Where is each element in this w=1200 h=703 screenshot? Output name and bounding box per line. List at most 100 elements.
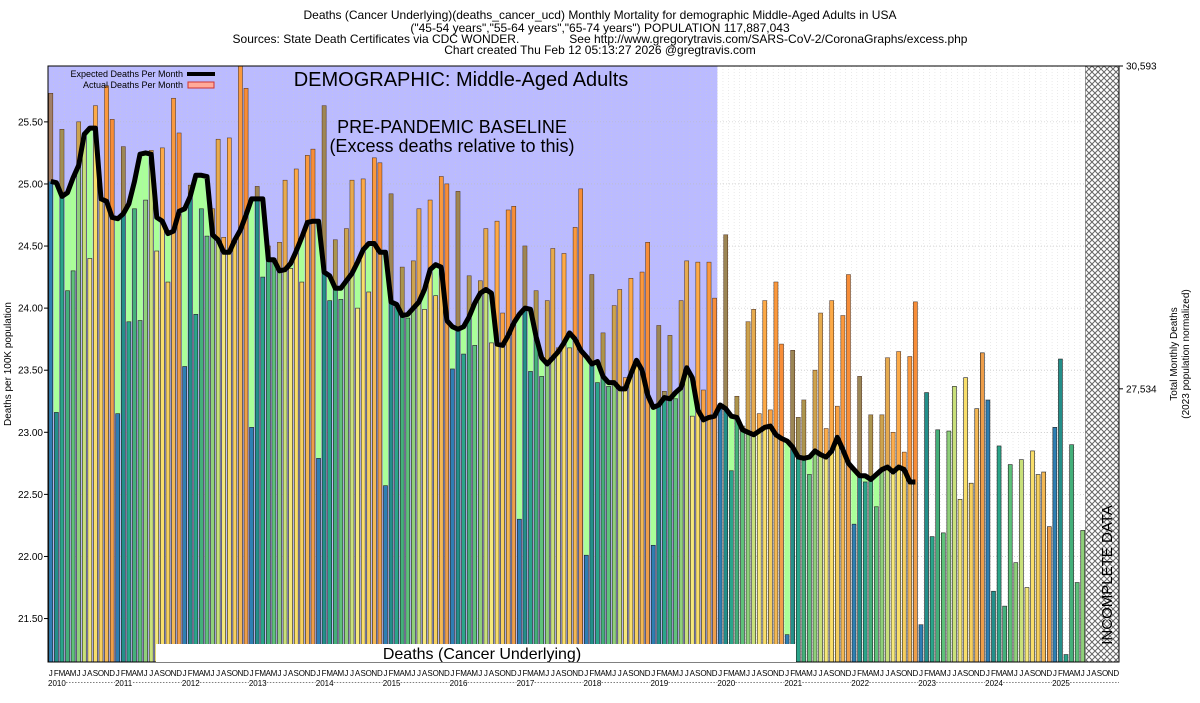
x-month-label: S — [160, 669, 165, 678]
actual-deaths-bar — [606, 386, 611, 662]
chart-title-box — [156, 644, 796, 662]
excess-deaths-segment — [779, 344, 784, 439]
actual-deaths-bar — [210, 208, 215, 662]
actual-deaths-bar — [187, 184, 193, 662]
x-month-label: J — [250, 669, 254, 678]
excess-deaths-segment — [796, 417, 801, 458]
actual-deaths-bar — [1013, 562, 1019, 662]
excess-deaths-segment — [751, 309, 756, 435]
x-month-label: S — [829, 669, 834, 678]
excess-deaths-segment — [628, 278, 633, 374]
x-month-label: S — [628, 669, 633, 678]
actual-deaths-bar — [450, 368, 455, 662]
x-year-label: 2016 — [450, 679, 468, 688]
x-month-label: A — [422, 669, 428, 678]
x-month-label: A — [1002, 669, 1008, 678]
x-year-label: 2018 — [584, 679, 602, 688]
below-expected-segment — [862, 475, 868, 482]
x-year-label: 2020 — [717, 679, 735, 688]
excess-deaths-segment — [305, 155, 310, 223]
below-expected-segment — [488, 293, 495, 343]
actual-deaths-bar — [517, 518, 522, 662]
x-year-label: 2023 — [918, 679, 936, 688]
x-month-label: D — [444, 669, 450, 678]
actual-deaths-bar — [254, 186, 260, 662]
excess-deaths-segment — [177, 133, 182, 212]
below-expected-segment — [181, 208, 188, 367]
below-expected-segment — [516, 314, 523, 520]
x-month-label: J — [718, 669, 722, 678]
excess-deaths-segment — [891, 432, 896, 473]
x-month-label: D — [846, 669, 852, 678]
excess-deaths-segment — [550, 248, 555, 358]
actual-deaths-bar — [338, 299, 344, 662]
y2-axis-label-line-1: Total Monthly Deaths — [1169, 307, 1180, 400]
actual-deaths-bar — [299, 281, 305, 662]
x-month-label: A — [890, 669, 896, 678]
below-expected-segment — [259, 198, 266, 278]
actual-deaths-bar — [862, 481, 868, 662]
x-month-label: S — [427, 669, 432, 678]
x-month-label: J — [852, 669, 856, 678]
actual-deaths-bar — [478, 280, 483, 662]
excess-deaths-segment — [277, 242, 282, 271]
x-month-label: M — [204, 669, 211, 678]
x-month-label: A — [734, 669, 740, 678]
x-month-label: A — [266, 669, 272, 678]
actual-deaths-bar — [1002, 605, 1007, 662]
actual-deaths-bar — [93, 105, 98, 662]
x-month-label: A — [199, 669, 205, 678]
chart-title-line-2: ("45-54 years","55-64 years","65-74 year… — [410, 21, 790, 35]
x-month-label: A — [355, 669, 361, 678]
x-month-label: J — [813, 669, 817, 678]
y2-tick-label: 30,593 — [1126, 62, 1157, 73]
x-month-label: M — [137, 669, 144, 678]
x-month-label: J — [417, 669, 421, 678]
x-month-label: M — [1063, 669, 1070, 678]
x-month-label: M — [806, 669, 813, 678]
actual-deaths-bar — [807, 474, 812, 662]
excess-deaths-segment — [216, 139, 221, 240]
x-month-label: M — [259, 669, 266, 678]
y-tick-label: 21.50 — [18, 614, 43, 625]
x-month-label: S — [294, 669, 299, 678]
x-month-label: M — [338, 669, 345, 678]
x-month-label: A — [489, 669, 495, 678]
excess-deaths-segment — [896, 351, 901, 468]
excess-deaths-segment — [573, 227, 578, 340]
x-month-label: A — [623, 669, 629, 678]
actual-deaths-bar — [595, 382, 600, 662]
actual-deaths-bar — [249, 427, 254, 662]
excess-deaths-segment — [723, 234, 728, 409]
x-month-label: M — [70, 669, 77, 678]
actual-deaths-bar — [946, 430, 952, 662]
x-month-label: F — [255, 669, 260, 678]
x-month-label: M — [1074, 669, 1081, 678]
excess-deaths-segment — [667, 335, 672, 399]
excess-deaths-segment — [857, 376, 862, 476]
x-month-label: J — [216, 669, 220, 678]
excess-deaths-segment — [377, 162, 382, 253]
x-month-label: F — [54, 669, 59, 678]
actual-deaths-bar — [823, 428, 829, 662]
excess-deaths-segment — [93, 105, 98, 129]
actual-deaths-bar — [980, 352, 985, 662]
below-expected-segment — [728, 416, 735, 471]
excess-deaths-segment — [400, 267, 405, 316]
excess-deaths-segment — [662, 391, 667, 398]
x-month-label: M — [594, 669, 601, 678]
actual-deaths-bar — [355, 307, 360, 662]
x-month-label: D — [979, 669, 985, 678]
x-month-label: A — [868, 669, 874, 678]
actual-deaths-bar — [165, 281, 171, 662]
x-year-label: 2024 — [985, 679, 1003, 688]
excess-deaths-segment — [59, 129, 64, 197]
x-month-label: J — [952, 669, 956, 678]
actual-deaths-bar — [689, 415, 695, 662]
actual-deaths-bar — [729, 470, 734, 662]
x-month-label: N — [304, 669, 310, 678]
x-month-label: A — [1091, 669, 1097, 678]
excess-deaths-segment — [310, 149, 315, 222]
x-month-label: O — [968, 669, 974, 678]
x-month-label: J — [344, 669, 348, 678]
